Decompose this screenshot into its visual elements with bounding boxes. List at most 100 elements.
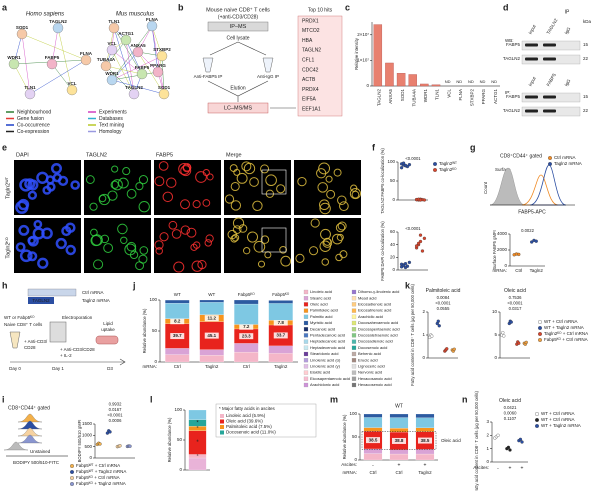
label: CD8⁺CD44⁺ gated (500, 153, 542, 159)
x-axis-label: FABP5-APC (518, 209, 546, 215)
hit-label: TAGLN2 (302, 48, 321, 54)
cell (336, 233, 344, 241)
label: + Anti-CD3/CD28 (60, 347, 95, 352)
legend-swatch (351, 345, 357, 350)
value-box (204, 332, 219, 339)
node-label: WDR1 (105, 71, 119, 76)
column-label: TAGLN2 (86, 152, 107, 158)
x-tick-label: Tagln2 (274, 364, 288, 369)
label: Ctrl mRNA (82, 290, 104, 295)
cell (138, 201, 150, 213)
bar-segment (363, 448, 383, 454)
chart-title: Oleic acid (504, 288, 526, 294)
label: Electroporation (62, 315, 93, 320)
p-value: 0.0167 (109, 407, 122, 412)
cell (230, 181, 240, 192)
data-point (414, 244, 419, 248)
legend-swatch (303, 333, 309, 338)
network-edge (51, 63, 73, 91)
y-axis-label: Fatty acid content in CD8⁺ T cells (μg p… (410, 284, 415, 386)
legend-label: WT + Tagln2 mRNA (541, 423, 581, 428)
legend-swatch (351, 339, 357, 344)
x-tick-label: Ctrl (174, 364, 181, 369)
cell (85, 175, 95, 184)
bar-segment (165, 299, 190, 304)
cell (135, 182, 144, 191)
x-tick-label: Ctrl (515, 268, 522, 273)
network-node (132, 46, 144, 58)
legend-swatch (538, 320, 542, 324)
box (297, 15, 343, 117)
y-tick-label: 0 (422, 355, 425, 360)
p-value: 0.9932 (109, 402, 122, 407)
y-axis-label: FABP5:DAPI co-localization (%) (380, 221, 385, 281)
legend-label: Docosatetraenoic acid (358, 332, 398, 337)
legend-label: Arachidonic acid (310, 382, 339, 387)
cell (180, 165, 192, 177)
legend-swatch (433, 168, 437, 172)
hit-label: PRDX1 (302, 18, 319, 24)
y-tick-label: 0 (366, 83, 369, 88)
legend-swatch (70, 464, 74, 468)
p-value: 0.0060 (504, 411, 517, 416)
value-box (392, 437, 406, 444)
y-tick-label: 2 (422, 309, 425, 314)
network-edge (105, 65, 135, 95)
network-edge (125, 39, 143, 75)
data-point (407, 260, 412, 265)
network-edge (105, 65, 143, 75)
legend-label: Eicosapentaenoic acid (310, 376, 350, 381)
value-box (273, 332, 288, 339)
cell (192, 200, 201, 209)
value-box (170, 318, 185, 325)
cell (18, 224, 30, 236)
legend-label: Oleic acid (310, 301, 328, 306)
hit-label: EEF1A1 (302, 107, 321, 113)
label: Anti-FABP5 IP (194, 74, 223, 79)
cell (191, 260, 203, 272)
data-point (403, 163, 408, 168)
box-label: LC–MS/MS (224, 105, 252, 111)
hit-label: CDC42 (302, 67, 319, 73)
cell (252, 200, 263, 211)
y-tick-label: 1500 (82, 421, 93, 426)
cell (33, 219, 43, 229)
marker: * (196, 420, 199, 426)
cell (15, 242, 26, 253)
label: kDa (583, 19, 591, 24)
legend-label: Text mining (99, 122, 125, 128)
legend-swatch (303, 289, 309, 295)
label: Elution (230, 85, 246, 91)
size-label: 22 (583, 56, 589, 61)
legend-label: Homology (99, 129, 122, 135)
y-tick-label: 2×10⁷ (357, 32, 369, 37)
bar (396, 73, 406, 87)
network-node (146, 20, 158, 32)
legend-label: Palmitoleic acid (310, 308, 338, 313)
bar-segment (415, 427, 435, 432)
row-label: Tagln2ᵂᵀ (4, 176, 11, 199)
cell (229, 164, 238, 173)
label: WB: (505, 38, 514, 43)
cell (129, 250, 139, 260)
x-tick-label: WDR1 (423, 89, 428, 103)
data-point (502, 334, 506, 338)
node-label: ACTG1 (118, 31, 134, 36)
band (543, 109, 556, 113)
lane-label: FABP5 (546, 72, 558, 87)
cell (297, 176, 307, 187)
value-label: 23.3 (242, 333, 251, 338)
p-value: 0.0022 (521, 228, 534, 233)
x-tick-label: ANXA5 (388, 89, 393, 104)
network-edge (29, 59, 87, 95)
legend-label: Co-expression (17, 129, 49, 135)
value-label: ND (480, 79, 486, 84)
x-tick-label: Ctrl (243, 364, 250, 369)
bar-segment (389, 453, 409, 461)
y-tick-label: 5 (494, 332, 497, 337)
cell (41, 227, 53, 240)
y-tick-label: 50 (152, 328, 158, 333)
value-label: 38.8 (395, 438, 404, 443)
legend-label: Fabp5ᴷᴼ + Tagln2 mRNA (76, 481, 126, 486)
hit-label: MTCO2 (302, 28, 320, 34)
